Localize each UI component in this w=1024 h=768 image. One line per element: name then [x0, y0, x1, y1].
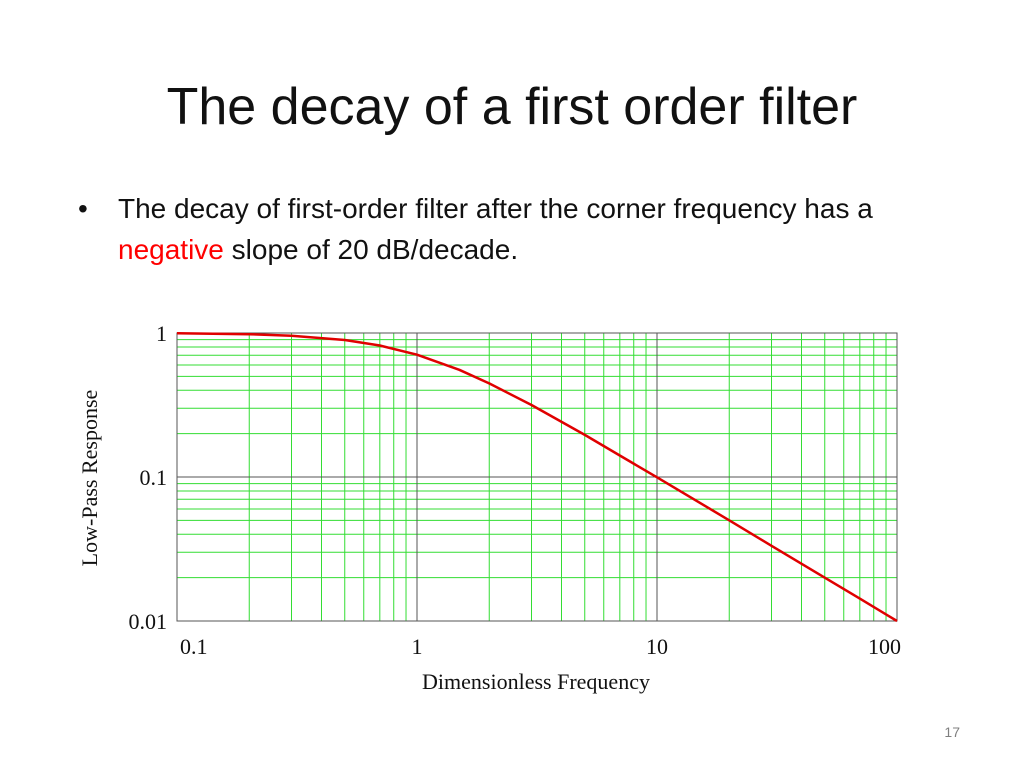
response-curve	[176, 332, 898, 623]
bullet-text-after: slope of 20 dB/decade.	[231, 234, 519, 265]
slide-title: The decay of a first order filter	[166, 78, 858, 136]
x-tick-label: 10	[646, 634, 668, 659]
curve-layer	[176, 332, 898, 623]
page-number: 17	[944, 724, 960, 740]
x-tick-label: 0.1	[180, 634, 208, 659]
bullet-dot: •	[78, 193, 88, 224]
y-tick-label: 1	[156, 321, 167, 346]
y-axis-label: Low-Pass Response	[77, 390, 102, 567]
bullet-emphasis-word: negative	[118, 234, 224, 265]
x-tick-labels: 0.1 1 10 100	[180, 634, 901, 659]
x-axis-label: Dimensionless Frequency	[422, 669, 650, 694]
x-tick-label: 100	[868, 634, 901, 659]
y-tick-label: 0.1	[140, 465, 168, 490]
y-tick-labels: 1 0.1 0.01	[129, 321, 168, 634]
plot-frame	[176, 332, 898, 622]
bullet-text-before: The decay of first-order filter after th…	[118, 193, 873, 224]
x-tick-label: 1	[412, 634, 423, 659]
y-tick-label: 0.01	[129, 609, 168, 634]
bullet-list: • The decay of first-order filter after …	[78, 188, 978, 270]
bullet-item: • The decay of first-order filter after …	[78, 188, 978, 270]
